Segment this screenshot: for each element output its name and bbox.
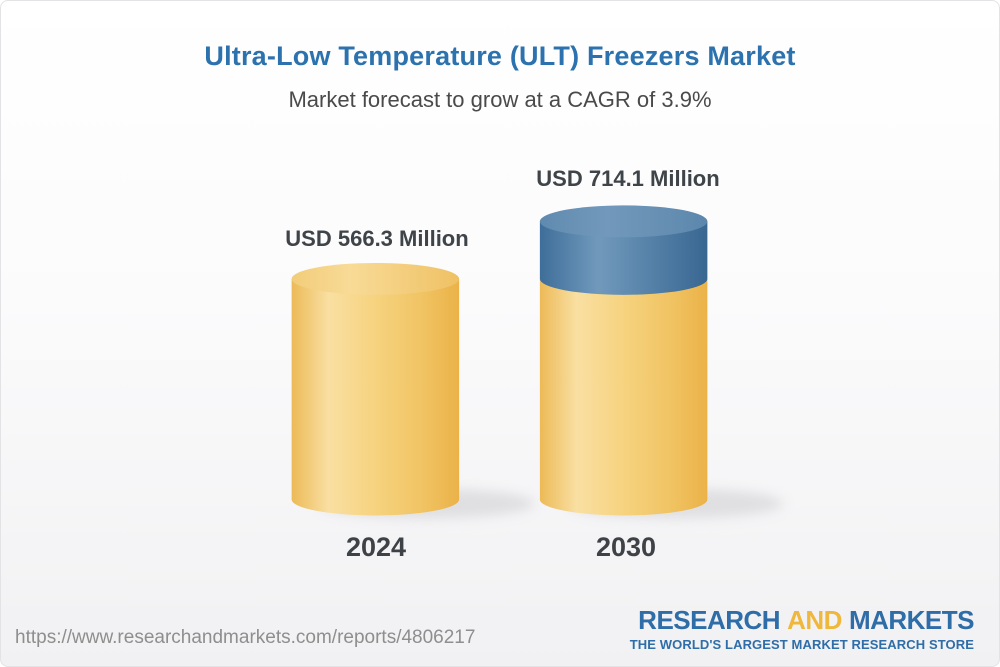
logo-word-markets: MARKETS (848, 605, 975, 635)
chart-title: Ultra-Low Temperature (ULT) Freezers Mar… (204, 41, 796, 71)
category-label-2030: 2030 (595, 532, 657, 562)
value-label-2024: USD 566.3 Million (285, 226, 469, 251)
logo-wordmark: RESEARCH AND MARKETS (630, 606, 974, 634)
logo-word-and: AND (787, 605, 842, 635)
chart-subtitle: Market forecast to grow at a CAGR of 3.9… (288, 87, 712, 112)
value-label-2030: USD 714.1 Million (536, 166, 720, 191)
research-and-markets-logo: RESEARCH AND MARKETS THE WORLD'S LARGEST M… (629, 606, 975, 652)
category-label-2024: 2024 (345, 532, 407, 562)
logo-word-research: RESEARCH (638, 605, 781, 635)
report-url: https://www.researchandmarkets.com/repor… (15, 627, 476, 648)
footer: https://www.researchandmarkets.com/repor… (1, 606, 999, 666)
bars-group (291, 205, 784, 519)
logo-tagline: THE WORLD'S LARGEST MARKET RESEARCH STOR… (629, 637, 974, 652)
